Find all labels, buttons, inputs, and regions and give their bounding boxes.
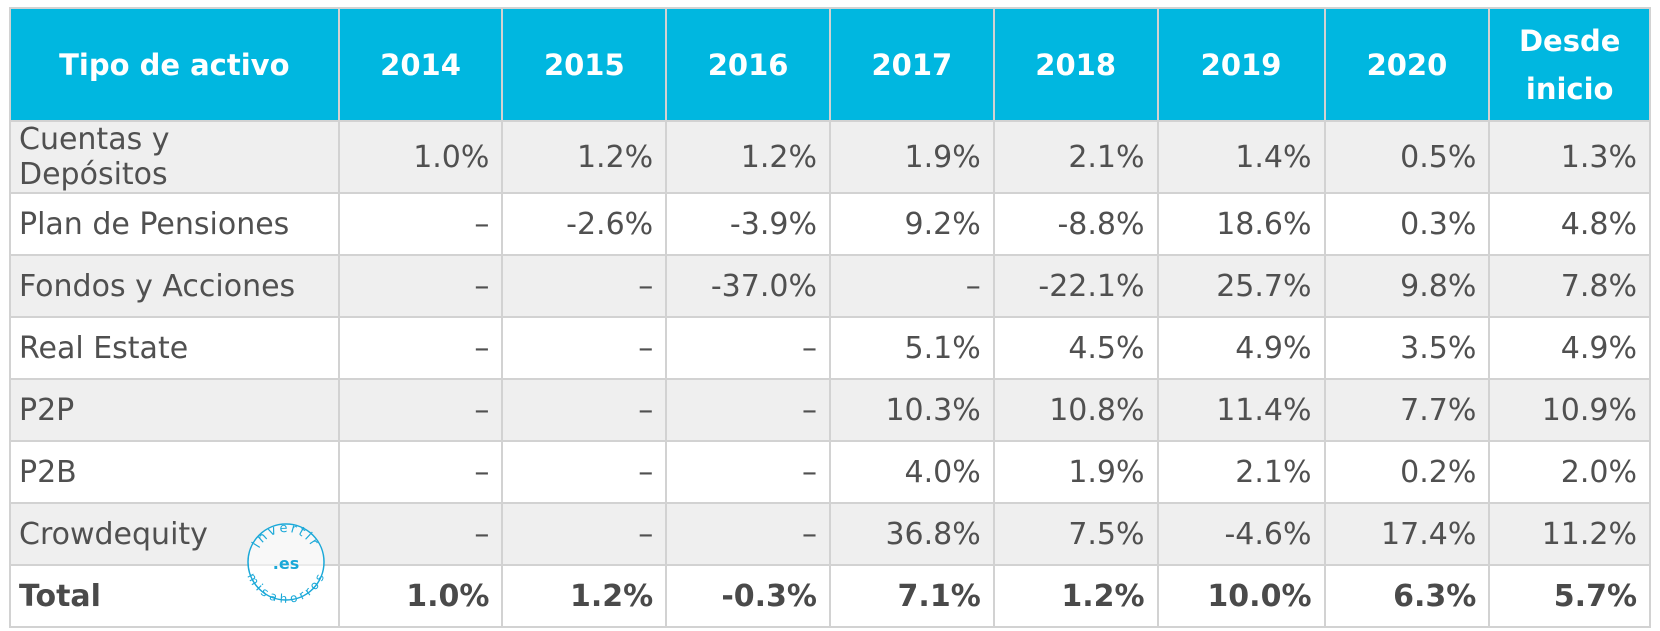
cell-value: 0.2% xyxy=(1323,440,1491,504)
cell-value: 0.5% xyxy=(1323,120,1491,194)
row-label: Real Estate xyxy=(9,316,340,380)
cell-value: -8.8% xyxy=(992,192,1159,256)
table-row: Crowdequity – – –36.8% 7.5% -4.6% 17.4% 11.2% xyxy=(9,502,1651,566)
header-col-8: Desde inicio xyxy=(1488,7,1651,122)
header-col-5: 2018 xyxy=(992,7,1159,122)
cell-value: – xyxy=(337,440,504,504)
cell-value: 36.8% xyxy=(828,502,995,566)
cell-value: 1.0% xyxy=(337,120,504,194)
cell-value: 9.8% xyxy=(1323,254,1491,318)
table-row: Cuentas y Depósitos 1.0% 1.2% 1.2% 1.9% 2.1% 1… xyxy=(9,120,1651,194)
cell-value: 5.1% xyxy=(828,316,995,380)
cell-value: 1.2% xyxy=(501,120,668,194)
cell-value: 7.8% xyxy=(1488,254,1651,318)
cell-value: 1.3% xyxy=(1488,120,1651,194)
cell-value: – xyxy=(665,502,831,566)
row-label: P2B xyxy=(9,440,340,504)
cell-value: 11.2% xyxy=(1488,502,1651,566)
returns-table: Tipo de activo 2014 2015 2016 2017 2018 2019 20… xyxy=(9,7,1651,628)
cell-value: 1.4% xyxy=(1156,120,1326,194)
header-col-1: 2014 xyxy=(337,7,504,122)
cell-value: – xyxy=(828,254,995,318)
cell-value: 2.1% xyxy=(992,120,1159,194)
cell-value: 1.2% xyxy=(665,120,831,194)
watermark-center-text: .es xyxy=(273,554,299,573)
cell-value: 1.0% xyxy=(337,564,504,628)
header-row: Tipo de activo 2014 2015 2016 2017 2018 2019 20… xyxy=(9,7,1651,122)
cell-value: 10.8% xyxy=(992,378,1159,442)
cell-value: 1.2% xyxy=(992,564,1159,628)
cell-value: – xyxy=(337,502,504,566)
cell-value: 0.3% xyxy=(1323,192,1491,256)
header-asset-type: Tipo de activo xyxy=(9,7,340,122)
row-label: P2P xyxy=(9,378,340,442)
cell-value: 4.8% xyxy=(1488,192,1651,256)
table-row: Real Estate – – –5.1% 4.5% 4.9% 3.5% 4.9% xyxy=(9,316,1651,380)
cell-value: 1.2% xyxy=(501,564,668,628)
invertir-misahorros-logo: invertir .es misahorros xyxy=(244,521,326,604)
cell-value: -0.3% xyxy=(665,564,831,628)
table-row: Plan de Pensiones – -2.6% -3.9% 9.2% -8.8% 18.… xyxy=(9,192,1651,256)
cell-value: 11.4% xyxy=(1156,378,1326,442)
cell-value: 5.7% xyxy=(1488,564,1651,628)
cell-value: 18.6% xyxy=(1156,192,1326,256)
cell-value: 10.0% xyxy=(1156,564,1326,628)
header-col-7: 2020 xyxy=(1323,7,1491,122)
row-label: Crowdequity xyxy=(9,502,340,566)
cell-value: – xyxy=(337,378,504,442)
row-label: Fondos y Acciones xyxy=(9,254,340,318)
total-row: Total 1.0% 1.2% -0.3% 7.1% 1.2% 10.0% 6.3% 5.7% xyxy=(9,564,1651,628)
cell-value: – xyxy=(337,254,504,318)
header-col-6: 2019 xyxy=(1156,7,1326,122)
cell-value: – xyxy=(501,440,668,504)
cell-value: 2.1% xyxy=(1156,440,1326,504)
cell-value: 7.5% xyxy=(992,502,1159,566)
cell-value: 3.5% xyxy=(1323,316,1491,380)
cell-value: -2.6% xyxy=(501,192,668,256)
cell-value: – xyxy=(501,254,668,318)
table-row: P2B – – –4.0% 1.9% 2.1% 0.2% 2.0% xyxy=(9,440,1651,504)
cell-value: – xyxy=(337,316,504,380)
cell-value: -37.0% xyxy=(665,254,831,318)
cell-value: -4.6% xyxy=(1156,502,1326,566)
header-col-4: 2017 xyxy=(828,7,995,122)
table-row: Fondos y Acciones – – -37.0% – -22.1% 25.7% 9.8… xyxy=(9,254,1651,318)
cell-value: 6.3% xyxy=(1323,564,1491,628)
cell-value: 1.9% xyxy=(992,440,1159,504)
cell-value: 9.2% xyxy=(828,192,995,256)
header-col-2: 2015 xyxy=(501,7,668,122)
cell-value: – xyxy=(501,502,668,566)
cell-value: 7.7% xyxy=(1323,378,1491,442)
cell-value: -3.9% xyxy=(665,192,831,256)
cell-value: 7.1% xyxy=(828,564,995,628)
cell-value: 4.5% xyxy=(992,316,1159,380)
cell-value: 4.0% xyxy=(828,440,995,504)
cell-value: – xyxy=(665,378,831,442)
cell-value: 2.0% xyxy=(1488,440,1651,504)
cell-value: 4.9% xyxy=(1488,316,1651,380)
header-col-3: 2016 xyxy=(665,7,831,122)
cell-value: – xyxy=(501,316,668,380)
cell-value: 1.9% xyxy=(828,120,995,194)
row-label: Cuentas y Depósitos xyxy=(9,120,340,194)
row-label: Plan de Pensiones xyxy=(9,192,340,256)
cell-value: – xyxy=(665,316,831,380)
cell-value: 10.3% xyxy=(828,378,995,442)
cell-value: – xyxy=(337,192,504,256)
table-row: P2P – – –10.3% 10.8% 11.4% 7.7% 10.9% xyxy=(9,378,1651,442)
cell-value: – xyxy=(665,440,831,504)
cell-value: 10.9% xyxy=(1488,378,1651,442)
cell-value: 25.7% xyxy=(1156,254,1326,318)
cell-value: – xyxy=(501,378,668,442)
cell-value: 4.9% xyxy=(1156,316,1326,380)
cell-value: 17.4% xyxy=(1323,502,1491,566)
cell-value: -22.1% xyxy=(992,254,1159,318)
